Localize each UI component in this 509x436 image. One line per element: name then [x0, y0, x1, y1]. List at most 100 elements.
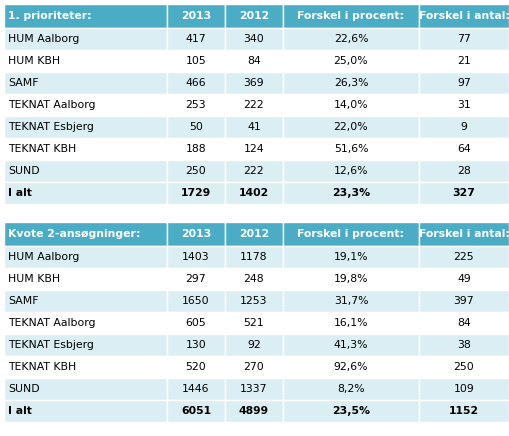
- Bar: [225, 160, 283, 182]
- Bar: [283, 400, 419, 422]
- Text: 49: 49: [457, 274, 471, 284]
- Bar: [167, 4, 225, 28]
- Text: 14,0%: 14,0%: [334, 100, 369, 110]
- Text: 222: 222: [244, 100, 264, 110]
- Bar: [4, 94, 167, 116]
- Bar: [419, 400, 509, 422]
- Bar: [4, 138, 167, 160]
- Text: 19,8%: 19,8%: [334, 274, 368, 284]
- Text: 16,1%: 16,1%: [334, 318, 368, 328]
- Text: 31: 31: [457, 100, 471, 110]
- Bar: [283, 50, 419, 72]
- Text: 105: 105: [186, 56, 206, 66]
- Text: TEKNAT KBH: TEKNAT KBH: [8, 144, 76, 154]
- Bar: [167, 334, 225, 356]
- Bar: [225, 116, 283, 138]
- Text: TEKNAT Aalborg: TEKNAT Aalborg: [8, 318, 96, 328]
- Bar: [167, 400, 225, 422]
- Text: 130: 130: [186, 340, 206, 350]
- Bar: [167, 28, 225, 50]
- Bar: [419, 50, 509, 72]
- Bar: [225, 312, 283, 334]
- Text: 417: 417: [186, 34, 206, 44]
- Text: 4899: 4899: [239, 406, 269, 416]
- Text: 1446: 1446: [182, 384, 210, 394]
- Bar: [167, 160, 225, 182]
- Bar: [225, 290, 283, 312]
- Text: 12,6%: 12,6%: [334, 166, 368, 176]
- Bar: [283, 138, 419, 160]
- Bar: [4, 72, 167, 94]
- Text: 9: 9: [461, 122, 467, 132]
- Text: Forskel i antal:: Forskel i antal:: [418, 11, 509, 21]
- Text: 520: 520: [186, 362, 206, 372]
- Text: 1729: 1729: [181, 188, 211, 198]
- Bar: [4, 246, 167, 268]
- Bar: [283, 4, 419, 28]
- Text: TEKNAT KBH: TEKNAT KBH: [8, 362, 76, 372]
- Bar: [4, 334, 167, 356]
- Bar: [225, 378, 283, 400]
- Bar: [225, 72, 283, 94]
- Bar: [225, 400, 283, 422]
- Text: 97: 97: [457, 78, 471, 88]
- Bar: [167, 138, 225, 160]
- Bar: [167, 94, 225, 116]
- Text: SUND: SUND: [8, 166, 40, 176]
- Text: 19,1%: 19,1%: [334, 252, 368, 262]
- Bar: [4, 50, 167, 72]
- Text: TEKNAT Esbjerg: TEKNAT Esbjerg: [8, 122, 94, 132]
- Text: 25,0%: 25,0%: [334, 56, 369, 66]
- Bar: [283, 72, 419, 94]
- Text: 22,0%: 22,0%: [334, 122, 369, 132]
- Text: 327: 327: [453, 188, 475, 198]
- Text: 397: 397: [454, 296, 474, 306]
- Text: 50: 50: [189, 122, 203, 132]
- Bar: [419, 312, 509, 334]
- Bar: [4, 378, 167, 400]
- Bar: [225, 222, 283, 246]
- Bar: [419, 334, 509, 356]
- Bar: [283, 28, 419, 50]
- Bar: [225, 246, 283, 268]
- Text: 2012: 2012: [239, 11, 269, 21]
- Text: 340: 340: [244, 34, 264, 44]
- Text: 369: 369: [244, 78, 264, 88]
- Text: 605: 605: [186, 318, 206, 328]
- Bar: [283, 334, 419, 356]
- Text: HUM Aalborg: HUM Aalborg: [8, 252, 79, 262]
- Text: 1253: 1253: [240, 296, 268, 306]
- Text: 92,6%: 92,6%: [334, 362, 368, 372]
- Bar: [225, 138, 283, 160]
- Bar: [167, 116, 225, 138]
- Text: 270: 270: [244, 362, 264, 372]
- Text: 64: 64: [457, 144, 471, 154]
- Text: 297: 297: [186, 274, 206, 284]
- Bar: [225, 334, 283, 356]
- Bar: [419, 268, 509, 290]
- Text: 225: 225: [454, 252, 474, 262]
- Text: HUM KBH: HUM KBH: [8, 274, 60, 284]
- Text: SAMF: SAMF: [8, 78, 39, 88]
- Bar: [4, 160, 167, 182]
- Text: HUM Aalborg: HUM Aalborg: [8, 34, 79, 44]
- Bar: [225, 94, 283, 116]
- Bar: [225, 4, 283, 28]
- Text: 31,7%: 31,7%: [334, 296, 368, 306]
- Text: 38: 38: [457, 340, 471, 350]
- Bar: [167, 246, 225, 268]
- Text: 8,2%: 8,2%: [337, 384, 365, 394]
- Bar: [419, 94, 509, 116]
- Text: 1337: 1337: [240, 384, 268, 394]
- Bar: [419, 116, 509, 138]
- Text: 77: 77: [457, 34, 471, 44]
- Text: 466: 466: [186, 78, 206, 88]
- Bar: [283, 268, 419, 290]
- Text: 124: 124: [244, 144, 264, 154]
- Text: 109: 109: [454, 384, 474, 394]
- Text: 250: 250: [186, 166, 206, 176]
- Bar: [225, 182, 283, 204]
- Text: SAMF: SAMF: [8, 296, 39, 306]
- Text: 51,6%: 51,6%: [334, 144, 368, 154]
- Bar: [419, 4, 509, 28]
